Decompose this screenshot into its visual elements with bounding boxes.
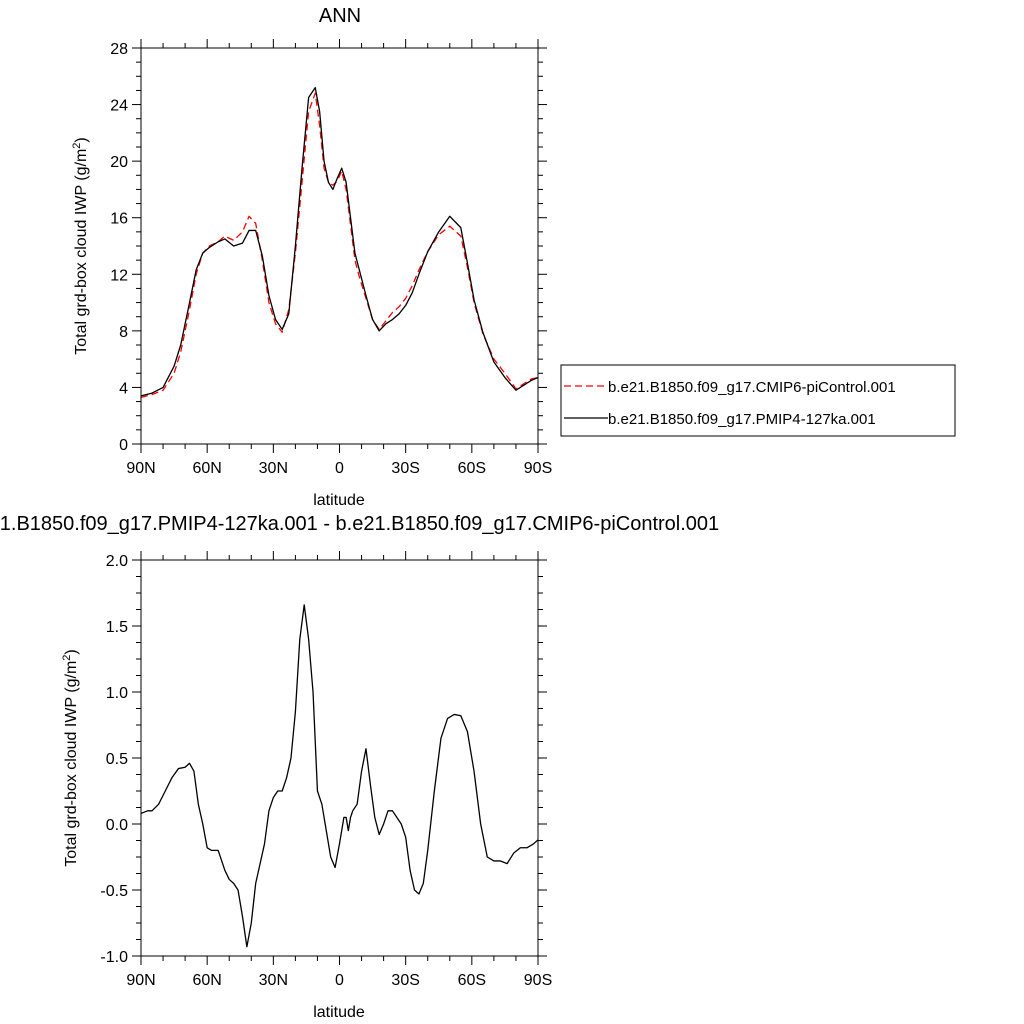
bottom-ytick-label: 2.0 [106,553,128,570]
top-ylabel: Total grd-box cloud IWP (g/m2) [71,137,90,354]
bottom-xtick-label: 30N [259,972,288,989]
legend-box [560,364,956,437]
top-xlabel: latitude [313,492,365,509]
top-ylabel-main: Total grd-box cloud IWP (g/m [73,149,90,355]
bottom-ytick-label: 1.5 [106,619,128,636]
bottom-ylabel-end: ) [63,649,80,654]
top-ylabel-sup: 2 [71,143,83,149]
bottom-ytick-label: -1.0 [100,949,128,966]
top-xtick-label: 90S [524,460,552,477]
top-panel: ANN 90N 60N 30N 0 30S 60S 90S 0 4 8 12 16 20 24 28 lat… [71,5,552,509]
top-ytick-label: 24 [110,98,128,115]
top-ticks: 90N 60N 30N 0 30S 60S 90S 0 4 8 12 16 20 24 28 [110,39,552,477]
top-ylabel-end: ) [73,137,90,142]
bottom-ytick-label: 1.0 [106,685,128,702]
top-ytick-label: 16 [110,211,128,228]
top-ytick-label: 20 [110,154,128,171]
top-xtick-label: 60S [458,460,486,477]
bottom-panel: b.e21.B1850.f09_g17.PMIP4-127ka.001 - b.… [0,513,719,1021]
bottom-xlabel: latitude [313,1004,365,1021]
top-xtick-label: 0 [335,460,344,477]
top-xtick-label: 90N [126,460,155,477]
bottom-ylabel-sup: 2 [61,655,73,661]
top-ytick-label: 8 [119,324,128,341]
top-xtick-label: 60N [192,460,221,477]
bottom-xtick-label: 90S [524,972,552,989]
top-ytick-label: 4 [119,380,128,397]
top-title: ANN [319,5,361,27]
bottom-xtick-label: 60S [458,972,486,989]
top-lines [140,86,539,398]
bottom-ylabel: Total grd-box cloud IWP (g/m2) [61,649,80,866]
bottom-ytick-label: 0.0 [106,817,128,834]
top-xtick-label: 30S [391,460,419,477]
legend-label-picontrol: b.e21.B1850.f09_g17.CMIP6-piControl.001 [608,379,896,396]
top-ytick-label: 0 [119,437,128,454]
bottom-title: b.e21.B1850.f09_g17.PMIP4-127ka.001 - b.… [0,513,719,535]
bottom-xtick-label: 60N [192,972,221,989]
bottom-ticks: 90N 60N 30N 0 30S 60S 90S -1.0 -0.5 0.0 0.5 1.0 1.5 2… [100,551,552,989]
legend: b.e21.B1850.f09_g17.CMIP6-piControl.001 … [560,364,956,437]
top-xtick-label: 30N [259,460,288,477]
legend-label-127ka: b.e21.B1850.f09_g17.PMIP4-127ka.001 [608,411,876,428]
bottom-xtick-label: 90N [126,972,155,989]
bottom-ylabel-main: Total grd-box cloud IWP (g/m [63,661,80,867]
bottom-xtick-label: 30S [391,972,419,989]
top-plot-frame [140,47,539,445]
bottom-lines [140,604,539,948]
top-ytick-label: 12 [110,267,128,284]
top-series-line-0 [140,92,539,398]
bottom-ytick-label: -0.5 [100,883,128,900]
top-ytick-label: 28 [110,41,128,58]
bottom-series-line-0 [140,604,539,948]
bottom-xtick-label: 0 [335,972,344,989]
bottom-plot-frame [140,559,539,957]
bottom-ytick-label: 0.5 [106,751,128,768]
top-series-line-1 [140,86,539,397]
